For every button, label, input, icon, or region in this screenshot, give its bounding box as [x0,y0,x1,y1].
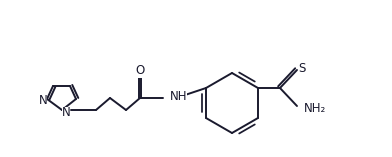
Text: O: O [135,65,145,78]
Text: S: S [298,62,306,75]
Text: N: N [39,94,47,106]
Text: NH₂: NH₂ [304,103,326,116]
Text: NH: NH [170,89,187,103]
Text: N: N [62,106,71,119]
